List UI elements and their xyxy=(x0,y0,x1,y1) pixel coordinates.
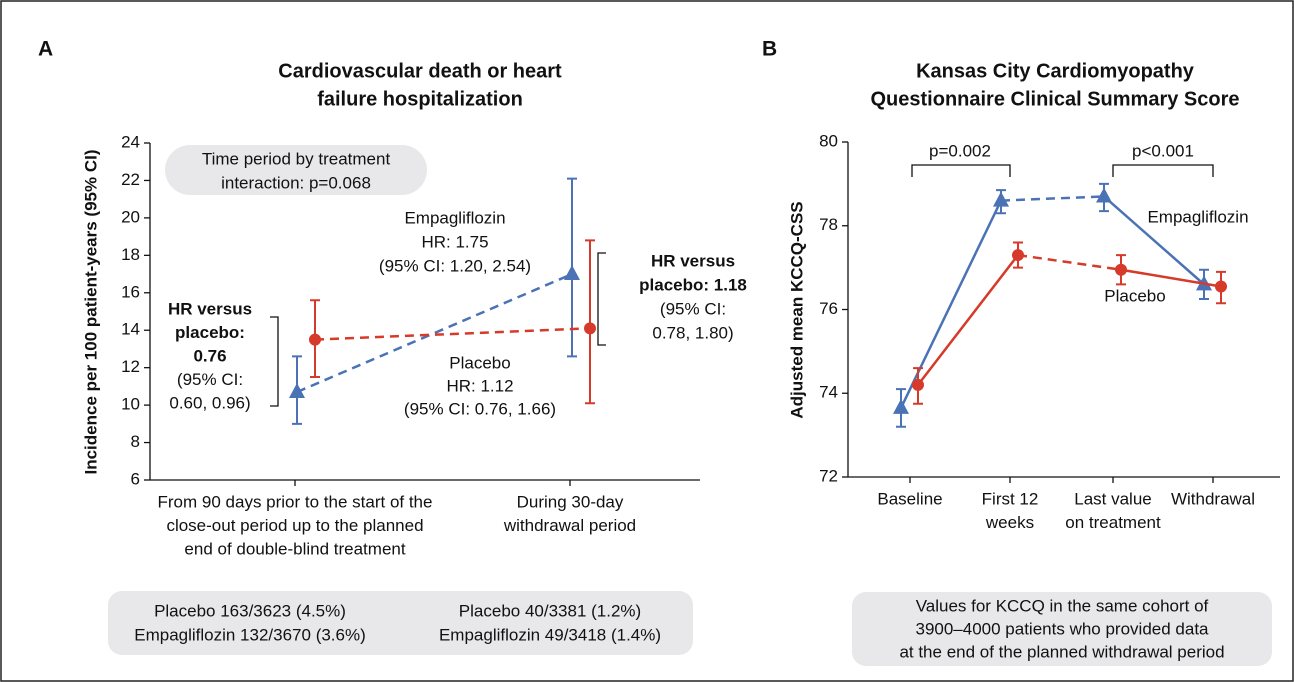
legend-label: Empagliflozin xyxy=(404,208,505,227)
y-tick-label: 6 xyxy=(131,469,140,488)
hr-comparison: (95% CI: xyxy=(660,299,726,318)
count-text: Placebo 163/3623 (4.5%) xyxy=(154,601,346,620)
hr-comparison: HR versus xyxy=(168,299,252,318)
y-axis-label: Incidence per 100 patient-years (95% CI) xyxy=(81,149,100,474)
note-text: 3900–4000 patients who provided data xyxy=(915,619,1209,638)
y-tick-label: 80 xyxy=(819,131,838,150)
point xyxy=(309,333,321,346)
x-tick-label: on treatment xyxy=(1065,513,1161,532)
p-value: p=0.002 xyxy=(929,141,991,160)
y-tick-label: 10 xyxy=(121,395,140,414)
point xyxy=(289,383,305,399)
y-tick-label: 22 xyxy=(121,170,140,189)
chart-title: Questionnaire Clinical Summary Score xyxy=(870,88,1239,110)
y-axis-label: Adjusted mean KCCQ-CSS xyxy=(787,201,806,418)
x-tick-label: end of double-blind treatment xyxy=(184,539,405,558)
hr-comparison: 0.60, 0.96) xyxy=(169,393,250,412)
interaction-box xyxy=(165,145,427,195)
p-value: p<0.001 xyxy=(1132,141,1194,160)
x-tick-label: Baseline xyxy=(877,489,942,508)
y-tick-label: 20 xyxy=(121,207,140,226)
y-tick-label: 8 xyxy=(131,432,140,451)
series-line xyxy=(1120,268,1222,288)
note-text: at the end of the planned withdrawal per… xyxy=(899,642,1224,661)
legend-label: Empagliflozin xyxy=(1147,207,1248,226)
hr-bracket xyxy=(270,316,279,407)
hr-text: HR: 1.12 xyxy=(446,376,513,395)
hr-comparison: placebo: xyxy=(175,323,245,342)
series-line xyxy=(917,254,1019,386)
error-bar xyxy=(585,239,595,405)
hr-comparison: HR versus xyxy=(651,251,735,270)
point xyxy=(584,322,596,335)
panel-label: B xyxy=(762,38,777,61)
series-line xyxy=(1000,195,1105,202)
interaction-text: Time period by treatment xyxy=(202,149,391,168)
chart-title: failure hospitalization xyxy=(317,88,523,110)
x-tick-label: From 90 days prior to the start of the xyxy=(158,492,433,511)
hr-comparison: (95% CI: xyxy=(177,370,243,389)
x-tick-label: First 12 xyxy=(982,489,1039,508)
chart-title: Kansas City Cardiomyopathy xyxy=(916,60,1195,82)
series-line xyxy=(1103,195,1205,286)
hr-text: (95% CI: 1.20, 2.54) xyxy=(379,256,531,275)
point xyxy=(1012,249,1024,262)
count-text: Empagliflozin 49/3418 (1.4%) xyxy=(439,625,661,644)
y-tick-label: 18 xyxy=(121,245,140,264)
p-bracket xyxy=(911,164,1011,177)
x-tick-label: Last value xyxy=(1074,489,1152,508)
y-tick-label: 12 xyxy=(121,357,140,376)
point xyxy=(564,265,580,281)
x-tick-label: Withdrawal xyxy=(1171,489,1255,508)
y-tick-label: 24 xyxy=(121,132,140,151)
count-text: Placebo 40/3381 (1.2%) xyxy=(459,601,641,620)
point xyxy=(993,191,1009,207)
x-tick-label: close-out period up to the planned xyxy=(166,516,423,535)
point xyxy=(1215,280,1227,293)
x-tick-label: During 30-day xyxy=(517,492,624,511)
count-text: Empagliflozin 132/3670 (3.6%) xyxy=(134,625,366,644)
point xyxy=(1115,263,1127,276)
series-line xyxy=(296,272,573,394)
panel-label: A xyxy=(38,38,53,61)
hr-text: (95% CI: 0.76, 1.66) xyxy=(404,399,556,418)
hr-bracket xyxy=(597,252,606,346)
counts-box xyxy=(108,591,693,655)
interaction-text: interaction: p=0.068 xyxy=(221,173,371,192)
legend-label: Placebo xyxy=(1104,286,1165,305)
hr-text: HR: 1.75 xyxy=(421,232,488,251)
series-line xyxy=(1017,253,1122,271)
point xyxy=(1096,187,1112,203)
p-bracket xyxy=(1112,164,1214,177)
note-box xyxy=(852,592,1272,666)
y-tick-label: 72 xyxy=(819,466,838,485)
x-tick-label: weeks xyxy=(985,513,1034,532)
hr-comparison: placebo: 1.18 xyxy=(639,275,747,294)
chart-title: Cardiovascular death or heart xyxy=(278,60,562,82)
y-tick-label: 14 xyxy=(121,320,140,339)
legend-label: Placebo xyxy=(449,353,510,372)
y-tick-label: 76 xyxy=(819,299,838,318)
y-tick-label: 74 xyxy=(819,383,838,402)
y-tick-label: 16 xyxy=(121,282,140,301)
hr-comparison: 0.76 xyxy=(193,346,226,365)
point xyxy=(893,398,909,414)
point xyxy=(912,378,924,391)
y-tick-label: 78 xyxy=(819,215,838,234)
x-tick-label: withdrawal period xyxy=(503,516,636,535)
series-line xyxy=(314,327,591,341)
hr-comparison: 0.78, 1.80) xyxy=(652,323,733,342)
note-text: Values for KCCQ in the same cohort of xyxy=(916,596,1209,615)
series-line xyxy=(899,200,1003,409)
